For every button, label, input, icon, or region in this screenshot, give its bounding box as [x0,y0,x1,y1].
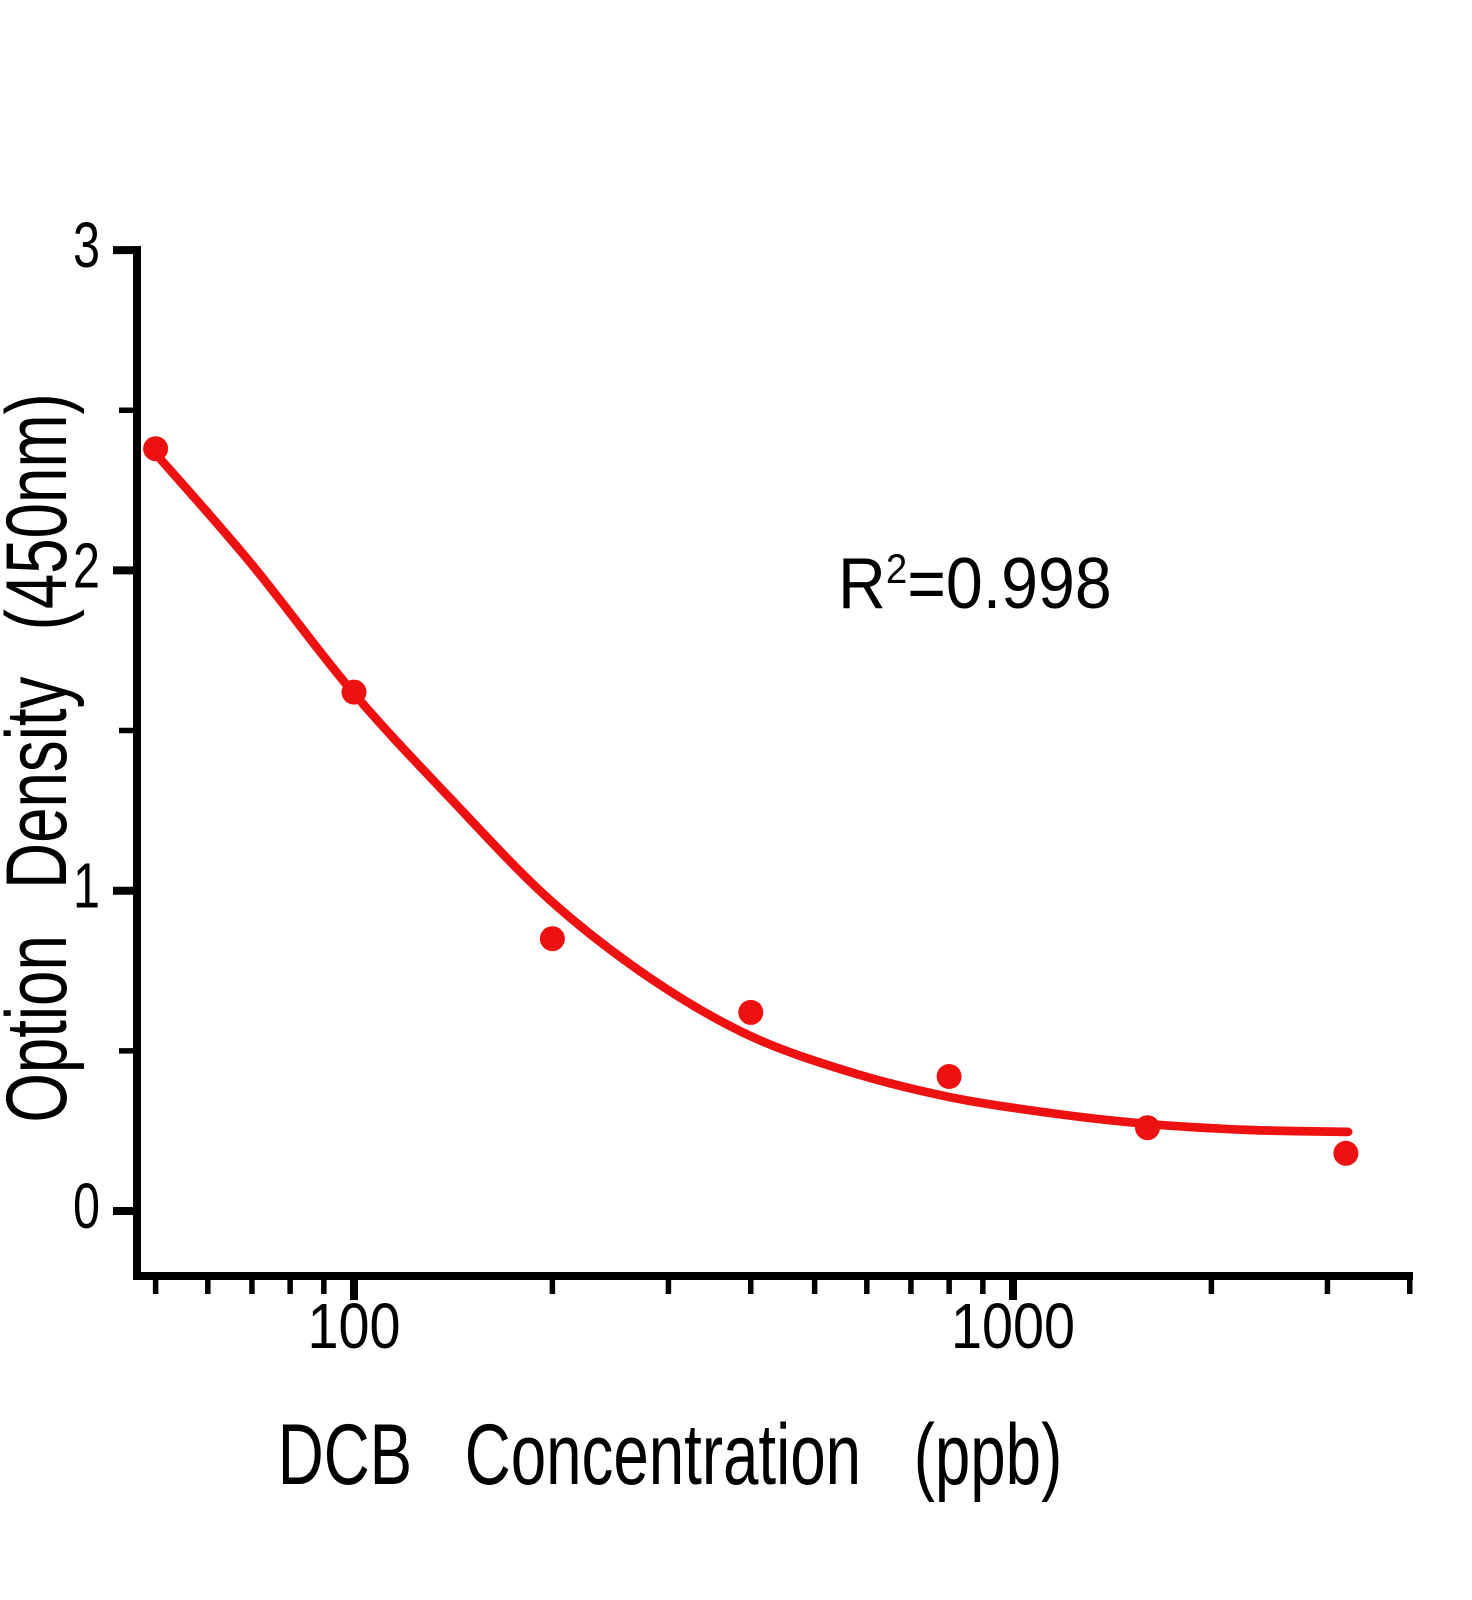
r-squared-annotation: R2=0.998 [838,548,1112,620]
data-point [738,999,764,1025]
data-point [936,1064,962,1089]
annotation-r: R [838,544,886,624]
data-point [539,926,565,952]
data-point [143,436,169,462]
y-tick-label: 3 [73,209,100,281]
annotation-value: =0.998 [907,544,1112,624]
fit-curve-line [148,445,1353,1137]
y-tick-label: 0 [73,1170,100,1242]
annotation-superscript: 2 [885,545,908,592]
y-tick-label: 2 [73,529,100,601]
x-axis-title: DCB Concentration (ppb) [277,1407,1063,1503]
data-point [1135,1115,1160,1141]
x-tick-label: 1000 [951,1290,1075,1362]
x-tick-label: 100 [308,1290,401,1362]
data-point [341,679,367,705]
y-tick-label: 1 [73,850,100,922]
data-point [1333,1140,1359,1166]
y-axis-title: Option Density (450nm) [0,393,85,1123]
